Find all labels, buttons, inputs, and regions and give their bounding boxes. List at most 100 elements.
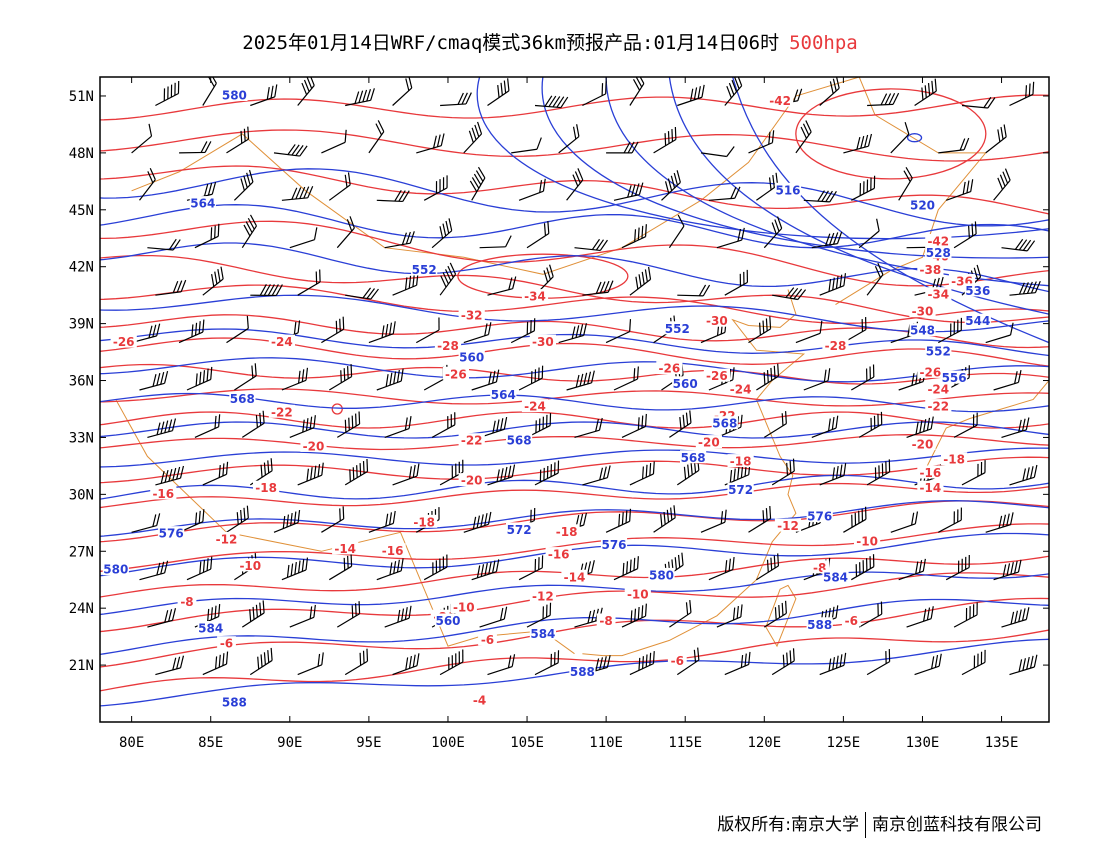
wind-barb (155, 655, 185, 676)
footer-right: 南京创蓝科技有限公司 (872, 815, 1042, 835)
temperature-label: -30 (912, 305, 934, 319)
wind-barb (993, 168, 1011, 201)
height-label: 536 (965, 284, 990, 298)
wind-barbs (131, 77, 1041, 676)
lon-tick-label: 105E (510, 735, 544, 751)
lat-tick-label: 51N (69, 89, 94, 105)
temperature-closed-contour (795, 88, 987, 180)
temperature-label: -6 (481, 633, 494, 647)
temperature-label-bg (268, 404, 295, 418)
height-label: 544 (965, 314, 990, 328)
height-label-bg (909, 323, 936, 337)
lat-tick-label: 27N (69, 544, 94, 560)
lon-tick-label: 115E (668, 735, 702, 751)
temperature-contour-line (100, 388, 1049, 407)
wind-barb (250, 284, 283, 297)
wind-barb (985, 124, 1007, 154)
temperature-label-bg (727, 382, 754, 395)
wind-barb (938, 507, 962, 533)
wind-barb (993, 370, 1022, 391)
temperature-label: -32 (461, 309, 483, 323)
wind-barb (763, 216, 783, 249)
wind-barb (606, 141, 639, 154)
wind-barb (392, 77, 413, 106)
temperature-label-bg (177, 594, 197, 608)
wind-barb (898, 558, 926, 581)
temperature-contours (100, 88, 1049, 692)
wind-barb (479, 606, 508, 628)
wind-barb (321, 506, 345, 533)
temperature-label: -30 (706, 314, 728, 328)
height-label-bg (672, 376, 699, 390)
temperature-label: -16 (382, 544, 404, 558)
temperature-label-bg (521, 289, 549, 303)
temperature-label-bg (703, 313, 730, 327)
height-label-bg (229, 391, 256, 405)
lon-tick-label: 110E (589, 735, 623, 751)
wind-barb (131, 123, 153, 154)
wind-barb (289, 415, 316, 438)
height-label: 560 (459, 350, 484, 364)
temperature-label: -6 (845, 614, 858, 628)
temperature-label: -28 (825, 339, 847, 353)
wind-barb (700, 146, 735, 158)
wind-barb (155, 465, 185, 486)
wind-barb (811, 415, 839, 438)
height-label: 588 (222, 696, 247, 710)
wind-barb (510, 318, 536, 344)
wind-barb (439, 262, 457, 296)
wind-barb (178, 319, 205, 344)
lat-tick-label: 24N (69, 601, 94, 617)
wind-barb (463, 322, 492, 344)
height-trough-line (605, 77, 1049, 287)
wind-barb (819, 463, 847, 486)
temperature-contour-line (100, 597, 1049, 668)
temperature-contour-line (100, 629, 1049, 692)
wind-barb (344, 458, 369, 486)
wind-barb (463, 121, 483, 154)
wind-barb (961, 460, 986, 486)
temperature-label: -6 (220, 637, 233, 651)
height-label-bg (411, 262, 438, 276)
wind-barb (1001, 238, 1036, 252)
temperature-contour-line (100, 337, 1049, 367)
wind-barb (234, 363, 257, 391)
wind-barb (249, 458, 273, 486)
wind-barb (297, 462, 324, 486)
height-label-bg (964, 313, 991, 327)
temperature-label: -18 (730, 455, 752, 469)
height-label: 584 (823, 570, 848, 584)
wind-barb (384, 416, 412, 438)
wind-barb (281, 186, 314, 201)
height-label: 560 (435, 614, 460, 628)
wind-barb (226, 505, 249, 533)
temperature-label: -12 (777, 519, 799, 533)
wind-barb (724, 651, 751, 676)
wind-barb (629, 266, 652, 296)
temperature-label: -10 (453, 601, 475, 615)
temperature-contour-line (100, 94, 1049, 121)
wind-barb (613, 182, 644, 201)
height-label: 552 (412, 263, 437, 277)
wind-barb (867, 92, 900, 107)
temperature-label-bg (774, 518, 802, 532)
temperature-label-bg (925, 287, 952, 301)
temperature-label-bg (300, 438, 327, 452)
wind-barb (843, 133, 873, 154)
wind-barb (336, 216, 355, 249)
wind-barb (249, 647, 273, 676)
height-label: 556 (942, 371, 967, 385)
temperature-label: -26 (920, 365, 942, 379)
wind-barb (194, 414, 221, 438)
wind-barb (336, 601, 361, 628)
temperature-label-bg (917, 262, 944, 276)
wind-barb (756, 553, 780, 581)
temperature-label-bg (150, 486, 177, 500)
lon-tick-label: 120E (747, 735, 781, 751)
wind-barb (345, 287, 379, 300)
wind-barb (953, 412, 978, 438)
wind-barb (716, 227, 745, 249)
wind-barb (961, 649, 986, 676)
wind-barb (763, 600, 787, 628)
